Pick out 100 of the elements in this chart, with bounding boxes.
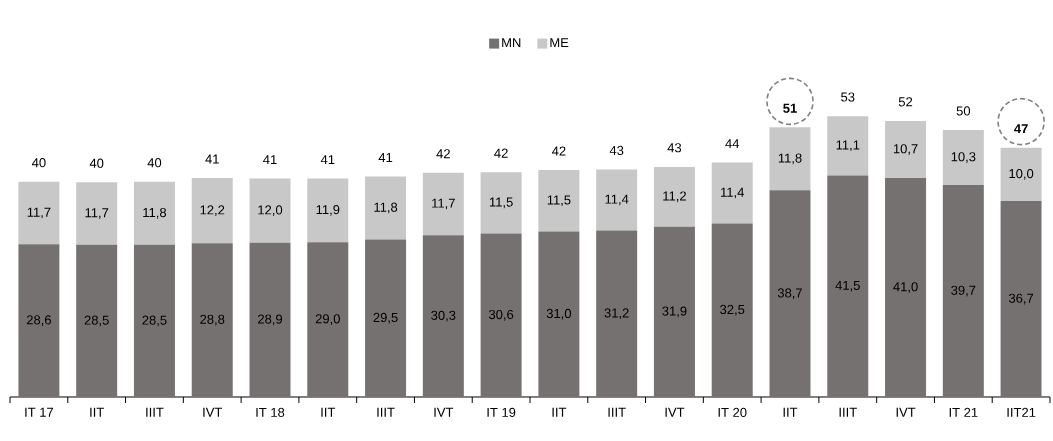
data-label: 41,5	[835, 280, 860, 292]
data-label: 28,5	[84, 315, 109, 327]
bar	[249, 242, 291, 397]
bar	[538, 170, 580, 232]
x-tick-label: IVT	[665, 407, 685, 417]
total-label: 53	[841, 92, 855, 102]
total-label: 43	[667, 143, 682, 153]
bar	[18, 244, 60, 397]
bar	[365, 176, 407, 240]
x-tick-label: IIIT	[146, 407, 164, 417]
data-label: 29,5	[373, 312, 398, 324]
x-tick-label: IIT	[783, 407, 798, 417]
x-tick-label: IT 18	[256, 407, 285, 417]
bar	[480, 172, 522, 234]
x-tick-label: IIIT	[377, 407, 395, 417]
bar	[133, 181, 175, 245]
bar	[596, 230, 638, 397]
x-tick-label: IVT	[896, 407, 916, 417]
total-label: 43	[609, 145, 624, 156]
legend-label: ME	[550, 38, 569, 48]
total-label: 50	[956, 106, 971, 116]
bar	[769, 190, 811, 397]
data-label: 12,2	[200, 205, 225, 217]
bar	[422, 235, 464, 397]
total-label: 40	[31, 158, 46, 168]
bar	[711, 162, 753, 224]
bar	[307, 242, 349, 397]
bar	[885, 120, 927, 179]
total-label: 41	[205, 154, 219, 164]
bar	[885, 178, 927, 397]
bar	[769, 127, 811, 191]
total-label: 41	[378, 153, 393, 162]
data-label: 12,0	[258, 205, 283, 217]
bar	[1000, 201, 1042, 397]
bar	[249, 178, 291, 243]
bar	[942, 130, 984, 186]
bar	[942, 185, 984, 397]
x-tick-label: IIT	[321, 407, 336, 417]
data-label: 11,5	[547, 195, 571, 207]
data-label: 11,8	[143, 207, 167, 219]
data-label: 11,5	[489, 197, 513, 209]
data-label: 36,7	[1008, 293, 1034, 305]
data-label: 10,3	[951, 152, 976, 163]
data-label: 11,7	[432, 198, 455, 210]
x-tick-label: IT 19	[487, 407, 516, 417]
bar	[827, 175, 869, 397]
bar	[191, 178, 233, 244]
data-label: 28,6	[26, 315, 51, 327]
data-label: 31,2	[604, 308, 629, 320]
x-tick-label: IT 17	[25, 407, 54, 417]
total-label: 41	[320, 155, 335, 165]
data-label: 39,7	[951, 285, 976, 297]
bar	[133, 244, 175, 397]
x-tick-label: IT 20	[718, 407, 747, 417]
bar	[1000, 147, 1042, 202]
x-tick-label: IIIT	[608, 407, 626, 417]
bar	[653, 166, 695, 227]
data-label: 11,7	[27, 207, 51, 219]
data-label: 30,3	[431, 310, 456, 322]
bar	[538, 231, 580, 397]
total-label: 42	[494, 148, 508, 158]
total-label: 40	[147, 158, 162, 168]
total-label: 51	[783, 103, 797, 113]
bar	[191, 243, 233, 397]
data-label: 38,7	[777, 288, 802, 300]
x-tick-label: IVT	[434, 407, 454, 417]
data-label: 11,4	[605, 194, 629, 206]
data-label: 31,9	[662, 306, 687, 318]
total-label: 42	[436, 149, 450, 159]
bar	[76, 244, 118, 397]
x-tick-label: IT 21	[949, 407, 978, 417]
x-tick-label: IIT	[552, 407, 567, 417]
data-label: 10,7	[893, 144, 918, 155]
total-label: 44	[725, 139, 740, 149]
data-label: 41,0	[893, 282, 918, 293]
data-label: 31,0	[546, 308, 572, 320]
bar	[711, 223, 753, 397]
x-tick-label: IIT21	[1007, 407, 1036, 417]
total-label: 41	[263, 155, 277, 165]
bar	[596, 169, 638, 231]
data-label: 28,8	[200, 314, 225, 326]
data-label: 29,0	[315, 314, 340, 325]
bar	[827, 116, 869, 176]
data-label: 11,9	[316, 205, 340, 216]
data-label: 11,4	[721, 187, 745, 199]
data-label: 11,8	[374, 202, 398, 214]
total-label: 42	[551, 146, 566, 156]
legend-label: MN	[502, 38, 521, 48]
data-label: 30,6	[488, 309, 514, 321]
data-label: 11,7	[85, 208, 109, 219]
data-label: 11,8	[778, 153, 802, 165]
total-label: 40	[89, 158, 104, 168]
bar	[365, 239, 407, 397]
bar	[18, 181, 60, 245]
data-label: 28,5	[142, 315, 167, 327]
x-tick-label: IVT	[203, 407, 223, 417]
data-label: 28,9	[258, 314, 283, 326]
total-label: 47	[1014, 124, 1028, 134]
bar	[480, 233, 522, 397]
data-label: 11,2	[663, 191, 686, 203]
